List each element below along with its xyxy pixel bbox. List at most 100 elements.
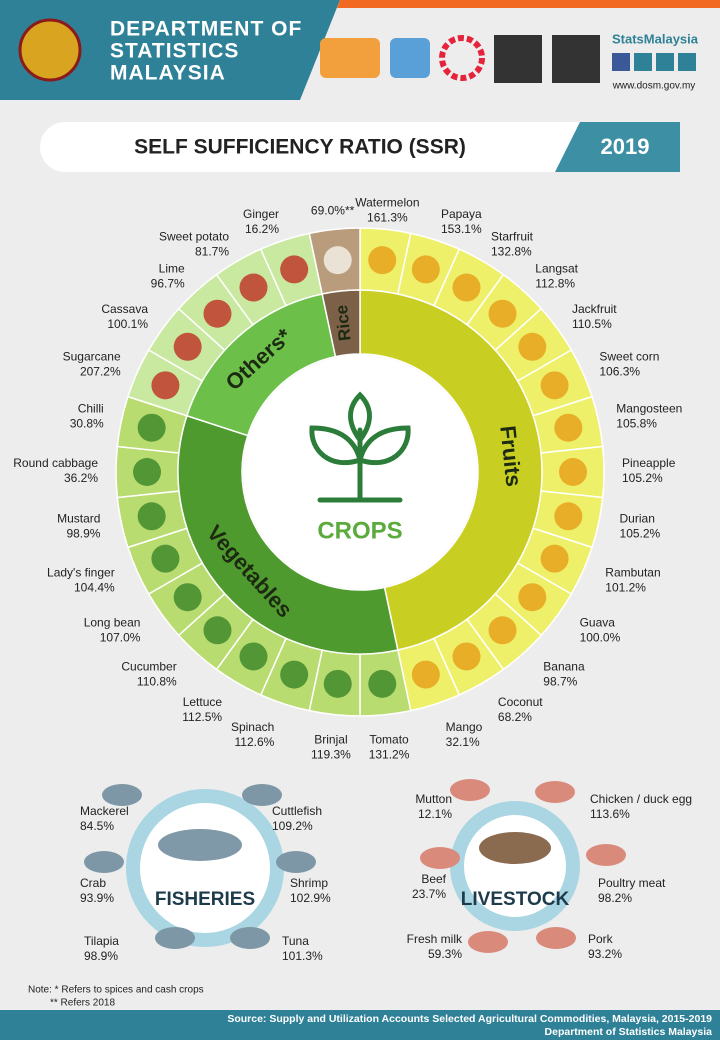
fish-icon [158,829,242,861]
item-icon [488,299,517,328]
item-name: Papaya [441,207,482,221]
item-icon [323,246,352,275]
youtube-icon[interactable] [678,53,696,71]
item-name: Ginger [243,207,279,221]
item-icon [151,544,180,573]
twitter-icon[interactable] [656,53,674,71]
item-name: Tuna [282,934,309,948]
item-value: 132.8% [491,244,532,258]
item-value: 30.8% [70,417,104,431]
livestock-label: LIVESTOCK [461,889,570,910]
item-name: Long bean [84,616,141,630]
item-name: Mango [446,720,483,734]
leaf [357,425,411,466]
item-value: 23.7% [412,887,446,901]
facebook-icon[interactable] [612,53,630,71]
banner-title: SELF SUFFICIENCY RATIO (SSR) [134,136,466,159]
item-icon [559,458,587,486]
item-name: Tilapia [84,934,119,948]
item-icon [155,927,195,949]
item-value: 104.4% [74,580,115,594]
item-value: 84.5% [80,819,114,833]
item-value: 102.9% [290,891,331,905]
banner [40,122,680,172]
note: ** Refers 2018 [50,998,115,1009]
fisheries-label: FISHERIES [155,889,255,910]
item-value: 110.5% [572,317,612,331]
item-name: Guava [580,616,616,630]
qr-code [552,35,600,83]
leaf [348,391,372,445]
brand: StatsMalaysia [612,31,699,46]
item-name: Cuttlefish [272,804,322,818]
item-value: 110.8% [137,675,177,689]
item-name: Durian [620,511,655,525]
item-icon [368,669,397,698]
item-value: 161.3% [367,211,408,225]
item-icon [133,458,161,486]
group-sector [359,289,543,651]
item-value: 106.3% [599,365,640,379]
item-value: 107.0% [100,631,141,645]
website: www.dosm.gov.my [612,81,696,92]
item-icon [280,255,309,284]
item-icon [586,844,626,866]
item-name: Sugarcane [63,350,121,364]
item-value: 16.2% [245,222,279,236]
item-icon [173,583,202,612]
year-tab [555,122,680,172]
item-name: Pineapple [622,456,676,470]
item-value: 36.2% [64,471,98,485]
item-name: Spinach [231,720,274,734]
item-name: Cucumber [121,660,176,674]
item-name: Lettuce [183,695,223,709]
item-icon [137,413,166,442]
item-icon [468,931,508,953]
item-icon [535,781,575,803]
group-label: Rice [332,304,355,342]
item-name: Fresh milk [407,932,463,946]
mystats-logo [390,38,430,78]
item-value: 105.2% [622,471,663,485]
item-icon [137,502,166,531]
item-icon [276,851,316,873]
source: Source: Supply and Utilization Accounts … [227,1013,712,1025]
item-icon [368,246,397,275]
item-name: Beef [421,872,446,886]
item-name: Pork [588,932,614,946]
crops-label: CROPS [317,517,402,544]
item-value: 153.1% [441,222,482,236]
item-value: 119.3% [311,748,351,762]
item-value: 69.0%** [311,204,355,218]
livestock-circle [450,801,580,931]
item-icon [323,669,352,698]
item-icon [242,784,282,806]
item-value: 100.0% [580,631,621,645]
item-icon [280,660,309,689]
item-icon [239,642,268,671]
item-name: Tomato [369,733,409,747]
item-value: 93.9% [80,891,114,905]
item-name: Mutton [415,792,452,806]
item-icon [411,255,440,284]
item-icon [420,847,460,869]
item-value: 101.2% [605,580,646,594]
item-name: Lime [159,261,185,275]
item-icon [488,616,517,645]
qr-code [494,35,542,83]
item-name: Langsat [535,261,578,275]
item-value: 98.9% [84,949,118,963]
item-value: 81.7% [195,244,229,258]
item-icon [102,784,142,806]
item-name: Sweet corn [599,350,659,364]
item-icon [173,332,202,361]
item-name: Lady's finger [47,565,115,579]
instagram-icon[interactable] [634,53,652,71]
item-value: 112.5% [182,710,222,724]
item-value: 112.6% [235,735,275,749]
item-name: Mangosteen [616,402,682,416]
item-name: Chilli [78,402,104,416]
fisheries-circle [126,789,284,947]
item-name: Mustard [57,511,100,525]
